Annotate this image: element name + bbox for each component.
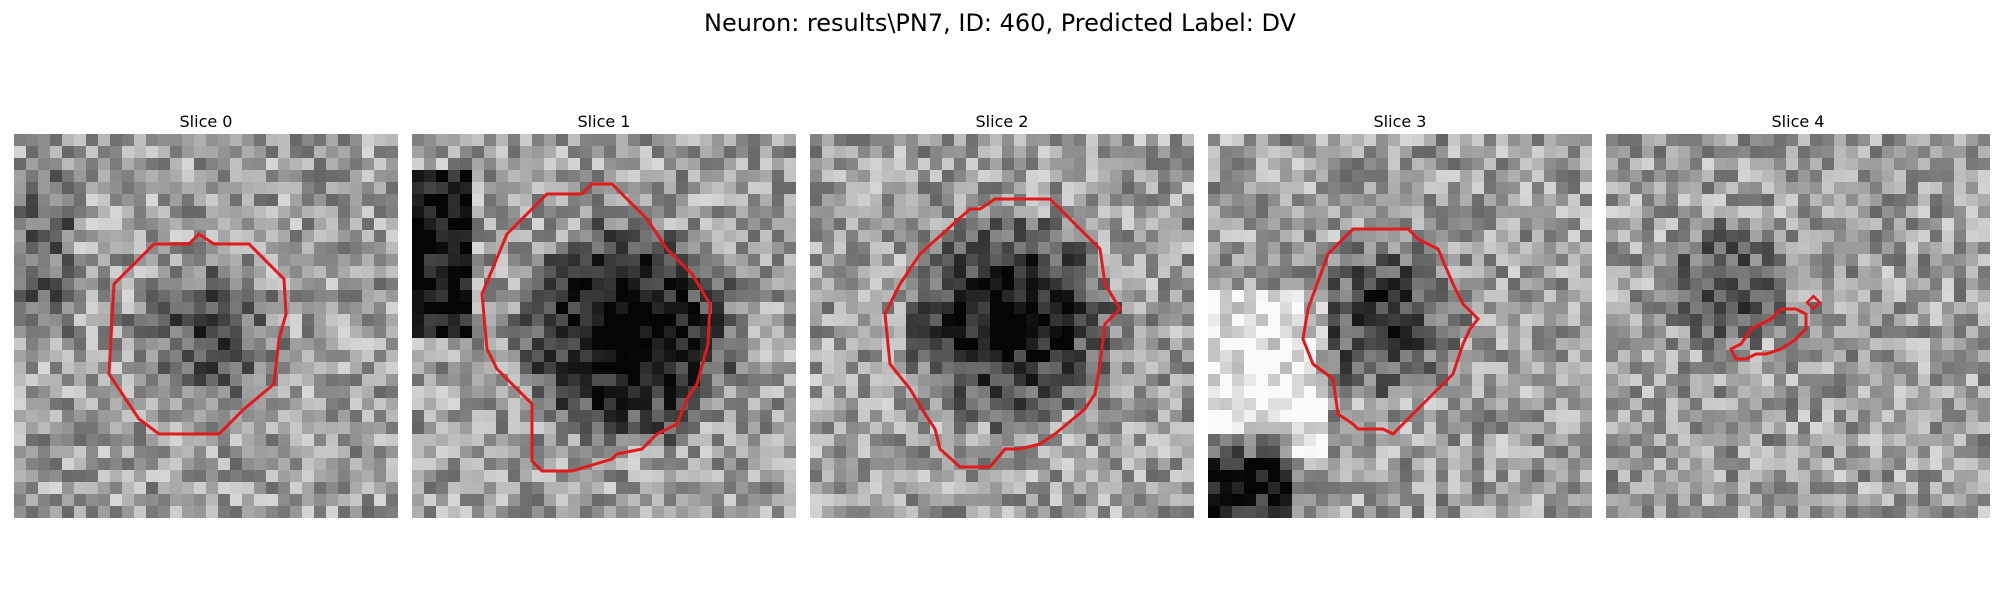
roi-outline (883, 197, 1122, 469)
pixel-grid (810, 134, 1194, 518)
pixel-grid (14, 134, 398, 518)
slice-image (1208, 134, 1592, 518)
slice-image (810, 134, 1194, 518)
pixel-grid (1208, 134, 1592, 518)
slice-panel-2: Slice 2 (810, 112, 1194, 518)
slice-image (412, 134, 796, 518)
roi-outline (480, 182, 712, 473)
slice-panel-0: Slice 0 (14, 112, 398, 518)
pixel-grid (1606, 134, 1990, 518)
roi-outline (107, 232, 288, 436)
roi-marker (1805, 294, 1822, 311)
slice-panel-3: Slice 3 (1208, 112, 1592, 518)
slice-panel-1: Slice 1 (412, 112, 796, 518)
panel-title: Slice 0 (179, 112, 233, 131)
panel-title: Slice 2 (975, 112, 1029, 131)
panel-title: Slice 3 (1373, 112, 1427, 131)
figure-title: Neuron: results\PN7, ID: 460, Predicted … (704, 9, 1296, 37)
panel-title: Slice 1 (577, 112, 631, 131)
slice-image (1606, 134, 1990, 518)
pixel-grid (412, 134, 796, 518)
slice-panel-4: Slice 4 (1606, 112, 1990, 518)
roi-outline (1301, 227, 1481, 436)
slice-image (14, 134, 398, 518)
panel-title: Slice 4 (1771, 112, 1825, 131)
roi-outline (1728, 307, 1808, 361)
